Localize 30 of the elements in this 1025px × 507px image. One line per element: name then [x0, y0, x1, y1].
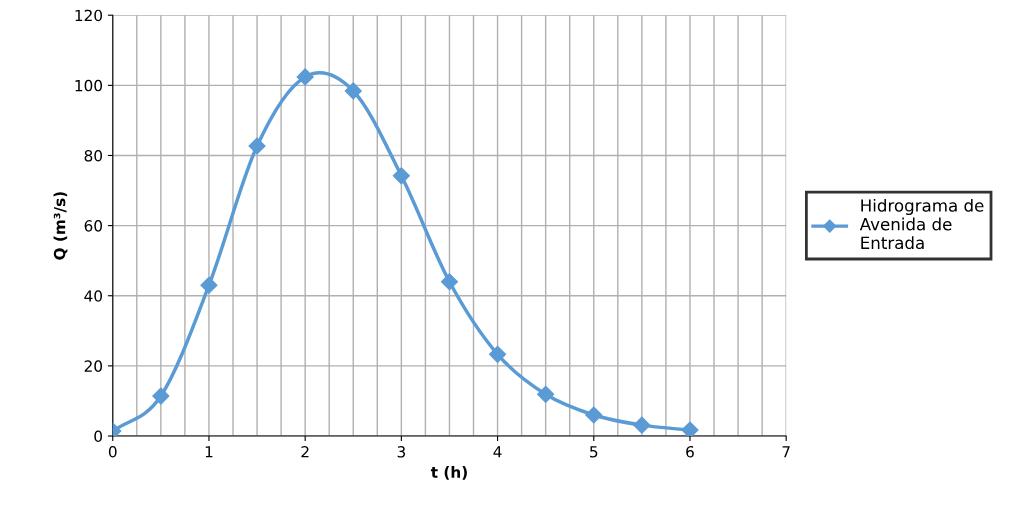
x-tick-label: 1	[205, 446, 213, 458]
x-tick-label: 3	[397, 446, 405, 458]
point	[681, 421, 699, 437]
y-tick-label: 0	[94, 430, 103, 443]
point	[200, 276, 218, 294]
point	[585, 406, 603, 424]
x-tick-label: 5	[590, 446, 598, 458]
y-tick-label: 60	[84, 220, 103, 232]
x-tick-label: 0	[108, 446, 117, 458]
point	[344, 82, 362, 100]
point	[296, 68, 314, 86]
point	[248, 137, 266, 155]
x-tick-label: 6	[686, 446, 694, 458]
legend-label: Hidrograma de Avenida de Entrada	[859, 198, 984, 250]
y-tick-label: 40	[84, 290, 103, 302]
y-tick-label: 100	[75, 79, 103, 92]
y-tick-label: 80	[84, 149, 103, 162]
x-tick-label: 2	[301, 446, 309, 458]
x-tick-label: 7	[782, 446, 790, 458]
point	[633, 416, 651, 434]
point	[152, 387, 170, 405]
y-tick-label: 120	[75, 9, 103, 22]
x-axis-title: t (h)	[430, 466, 467, 480]
point	[440, 273, 459, 291]
point	[537, 385, 555, 403]
point	[489, 345, 507, 363]
point	[392, 167, 410, 185]
x-tick-label: 4	[493, 446, 502, 458]
y-axis-title: Q (m³/s)	[53, 192, 68, 260]
y-tick-label: 20	[84, 360, 103, 372]
